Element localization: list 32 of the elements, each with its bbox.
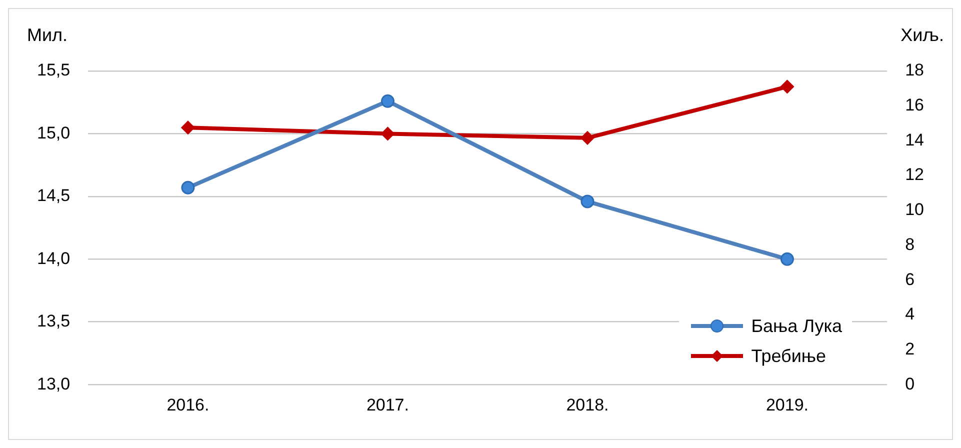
- point: [780, 80, 794, 94]
- y2-tick-label: 14: [905, 130, 924, 150]
- point: [181, 120, 195, 134]
- y2-tick-label: 10: [905, 200, 924, 220]
- legend-label: Требиње: [751, 346, 826, 366]
- x-tick-label: 2016.: [166, 395, 210, 414]
- point: [780, 252, 794, 266]
- y-axis-title: Мил.: [27, 24, 68, 45]
- y2-tick-label: 0: [905, 374, 915, 394]
- y2-tick-label: 2: [905, 339, 915, 358]
- y2-tick-label: 12: [905, 165, 924, 184]
- y-tick-label: 14,0: [36, 248, 70, 268]
- point: [380, 126, 394, 140]
- point: [181, 180, 195, 194]
- y-tick-label: 13,0: [36, 374, 70, 394]
- point: [580, 194, 594, 208]
- y2-tick-label: 18: [905, 60, 924, 80]
- y-tick-label: 14,5: [36, 186, 70, 206]
- legend-label: Бања Лука: [751, 316, 842, 336]
- y-tick-label: 13,5: [36, 312, 70, 331]
- y2-axis-title: Хиљ.: [900, 24, 944, 45]
- x-tick-label: 2017.: [366, 395, 409, 414]
- y-tick-label: 15,5: [36, 60, 70, 80]
- y2-tick-label: 6: [905, 270, 915, 289]
- y2-tick-label: 8: [905, 234, 915, 254]
- point: [580, 131, 594, 145]
- y-tick-label: 15,0: [36, 123, 70, 142]
- point: [380, 94, 394, 108]
- x-tick-label: 2018.: [566, 395, 609, 414]
- x-tick-label: 2019.: [766, 395, 808, 414]
- y2-tick-label: 16: [905, 96, 924, 115]
- y2-tick-label: 4: [905, 304, 915, 324]
